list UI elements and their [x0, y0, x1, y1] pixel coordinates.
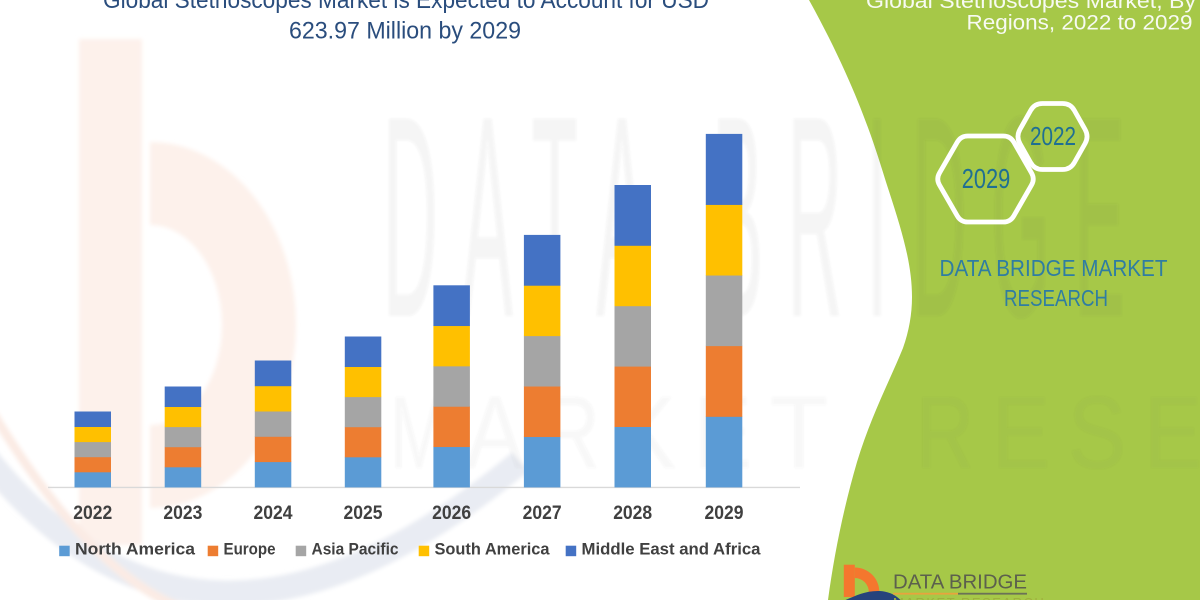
svg-text:E: E: [992, 375, 1050, 490]
svg-text:2029: 2029: [962, 163, 1011, 194]
svg-text:RESEARCH: RESEARCH: [1004, 285, 1108, 311]
svg-text:Asia Pacific: Asia Pacific: [312, 541, 399, 559]
svg-text:2022: 2022: [73, 503, 112, 524]
svg-text:2022: 2022: [1030, 121, 1076, 151]
svg-text:A: A: [466, 375, 524, 490]
svg-text:2023: 2023: [163, 503, 202, 524]
svg-text:2029: 2029: [705, 503, 744, 524]
svg-text:South America: South America: [435, 541, 551, 559]
svg-text:T: T: [770, 375, 828, 490]
svg-text:2025: 2025: [344, 503, 383, 524]
svg-text:R: R: [916, 375, 974, 490]
svg-text:Europe: Europe: [224, 541, 276, 559]
svg-text:MARKET RESEARCH: MARKET RESEARCH: [893, 595, 1045, 600]
svg-text:Middle East and Africa: Middle East and Africa: [582, 541, 762, 559]
svg-text:2024: 2024: [254, 503, 293, 524]
svg-text:Global Stethoscopes Market is: Global Stethoscopes Market is Expected t…: [103, 0, 709, 14]
svg-text:Regions, 2022 to 2029: Regions, 2022 to 2029: [967, 11, 1193, 35]
svg-text:North America: North America: [75, 541, 196, 559]
svg-text:DATA BRIDGE: DATA BRIDGE: [383, 58, 1125, 378]
svg-text:Global Stethoscopes Market, By: Global Stethoscopes Market, By: [866, 0, 1196, 13]
svg-text:623.97 Million by 2029: 623.97 Million by 2029: [289, 18, 521, 45]
svg-text:DATA BRIDGE: DATA BRIDGE: [893, 571, 1027, 594]
svg-text:2028: 2028: [613, 503, 652, 524]
svg-text:2026: 2026: [432, 503, 471, 524]
svg-text:DATA BRIDGE MARKET: DATA BRIDGE MARKET: [940, 255, 1168, 281]
svg-text:E: E: [1144, 375, 1200, 490]
svg-text:S: S: [1068, 375, 1126, 490]
svg-text:2027: 2027: [523, 503, 562, 524]
